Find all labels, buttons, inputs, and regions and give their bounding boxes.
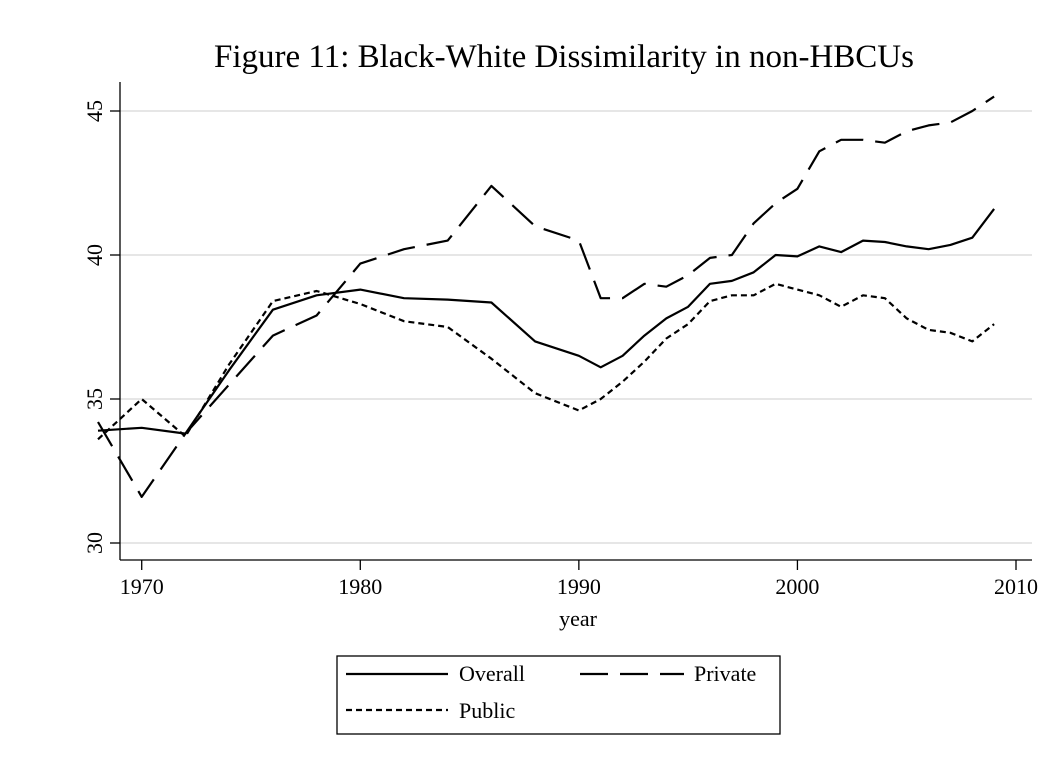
series-private-line — [97, 95, 995, 498]
axes: 30 35 40 45 1970 1980 1990 2000 2010 — [82, 82, 1038, 599]
y-tick-label: 45 — [82, 100, 107, 122]
series-lines — [97, 95, 995, 498]
x-tick-label: 2010 — [994, 574, 1038, 599]
gridlines — [120, 110, 1032, 544]
y-tick-label: 40 — [82, 244, 107, 266]
series-overall-line — [97, 208, 995, 435]
x-tick-label: 1970 — [120, 574, 164, 599]
x-tick-label: 1990 — [557, 574, 601, 599]
y-tick-label: 35 — [82, 388, 107, 410]
x-axis-label: year — [559, 606, 598, 631]
x-tick-label: 2000 — [775, 574, 819, 599]
legend-label-private: Private — [694, 661, 756, 686]
y-tick-label: 30 — [82, 532, 107, 554]
legend: Overall Private Public — [336, 655, 781, 735]
legend-label-overall: Overall — [459, 661, 525, 686]
chart-title: Figure 11: Black-White Dissimilarity in … — [214, 39, 914, 75]
x-tick-label: 1980 — [338, 574, 382, 599]
series-public-line — [97, 282, 995, 441]
legend-label-public: Public — [459, 698, 515, 723]
legend-box — [336, 655, 781, 735]
